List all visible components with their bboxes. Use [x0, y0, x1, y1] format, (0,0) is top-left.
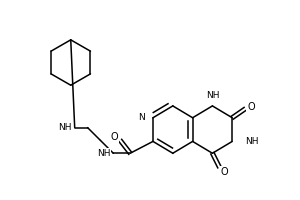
- Text: NH: NH: [97, 149, 110, 158]
- Text: NH: NH: [245, 137, 259, 146]
- Text: N: N: [138, 113, 145, 122]
- Text: O: O: [247, 102, 255, 112]
- Text: O: O: [110, 132, 118, 142]
- Text: NH: NH: [206, 91, 219, 100]
- Text: O: O: [220, 167, 228, 177]
- Text: NH: NH: [58, 123, 72, 132]
